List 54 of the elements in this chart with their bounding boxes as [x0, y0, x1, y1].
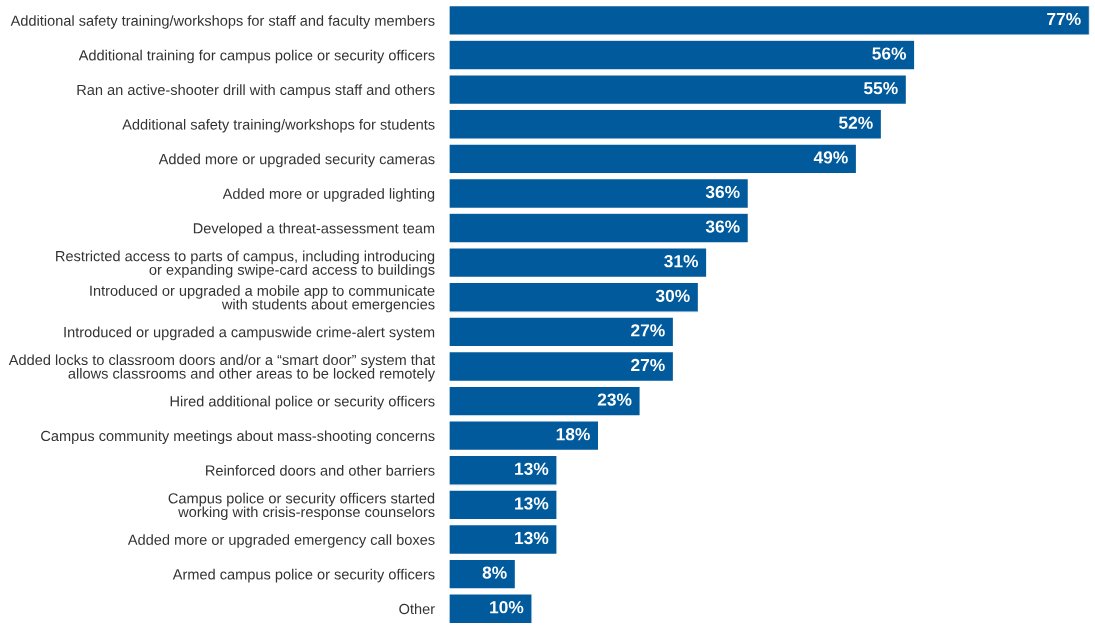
data-label: 31% — [664, 255, 699, 268]
bar — [448, 4, 1090, 37]
data-label: 10% — [490, 601, 524, 614]
y-tick-label: Added more or upgraded security cameras — [158, 153, 435, 168]
data-label: 52% — [839, 116, 873, 129]
data-label: 13% — [515, 462, 549, 475]
y-tick-label: Additional safety training/workshops for students — [122, 118, 435, 133]
y-tick-label: Other — [399, 603, 435, 615]
bar — [448, 420, 600, 452]
bar — [448, 212, 750, 244]
data-label: 36% — [705, 220, 740, 233]
data-label: 8% — [482, 566, 507, 579]
data-label: 18% — [556, 428, 590, 441]
y-tick-label: Developed a threat-assessment team — [193, 222, 435, 237]
bar — [448, 523, 558, 556]
bar — [448, 177, 750, 210]
bar — [448, 454, 558, 486]
bar — [448, 39, 916, 71]
y-tick-label: Additional safety training/workshops for staff and faculty members — [10, 15, 435, 29]
bar — [448, 593, 533, 625]
bar — [448, 108, 883, 140]
y-tick-label: Introduced or upgraded a campuswide crime-alert system — [64, 326, 435, 341]
y-tick-label: Introduced or upgraded a mobile app to communicate with students about emergencies — [90, 285, 435, 313]
data-label: 77% — [1047, 12, 1081, 26]
y-tick-label: Added locks to classroom doors and/or a “smart door” system that allows classrooms and other areas to be locked remotely — [8, 354, 436, 382]
y-tick-label: Campus police or security officers started working with crisis-response counselors — [168, 492, 435, 520]
y-tick-label: Ran an active-shooter drill with campus staff and others — [77, 84, 435, 98]
data-label: 55% — [863, 82, 898, 95]
y-tick-label: Armed campus police or security officers — [172, 568, 435, 583]
data-label: 56% — [872, 47, 907, 60]
bar — [448, 385, 641, 417]
data-label: 13% — [515, 531, 549, 545]
y-tick-label: Added more or upgraded emergency call boxes — [127, 534, 435, 548]
bar — [448, 489, 558, 521]
bar — [448, 350, 675, 383]
data-label: 13% — [515, 497, 549, 510]
bar — [448, 281, 700, 313]
y-tick-label: Additional training for campus police or security officers — [78, 49, 435, 64]
y-tick-label: Added more or upgraded lighting — [222, 188, 435, 202]
bar — [448, 247, 708, 279]
y-tick-label: Campus community meetings about mass-shooting concerns — [41, 430, 435, 444]
data-label: 30% — [655, 289, 690, 302]
y-tick-label: Reinforced doors and other barriers — [206, 465, 435, 476]
bar — [448, 316, 675, 348]
bar — [448, 558, 517, 590]
data-label: 27% — [631, 324, 665, 337]
data-label: 27% — [631, 358, 665, 372]
data-label: 23% — [597, 393, 632, 406]
bar — [448, 74, 908, 106]
bar — [448, 143, 858, 175]
data-label: 36% — [705, 185, 740, 199]
y-tick-label: Restricted access to parts of campus, including introducing or expanding swipe-card access to buildings — [56, 250, 435, 278]
data-label: 49% — [813, 151, 848, 164]
y-tick-label: Hired additional police or security officers — [170, 395, 435, 410]
